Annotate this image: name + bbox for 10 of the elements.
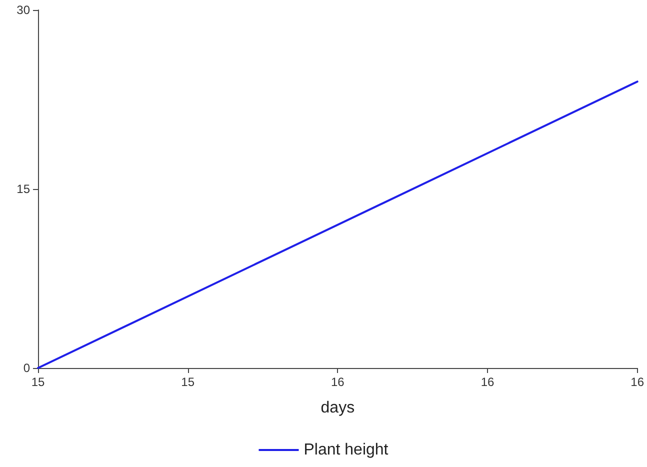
- x-tick-label: 16: [630, 375, 644, 389]
- legend-label: Plant height: [304, 442, 389, 458]
- x-tick-label: 15: [31, 375, 45, 389]
- x-axis-title: days: [320, 400, 355, 416]
- y-tick-label: 0: [23, 361, 30, 375]
- x-tick-label: 15: [181, 375, 195, 389]
- y-tick-label: 30: [16, 3, 30, 17]
- x-tick-label: 16: [480, 375, 494, 389]
- x-tick-label: 16: [330, 375, 345, 389]
- y-tick-label: 15: [16, 182, 30, 196]
